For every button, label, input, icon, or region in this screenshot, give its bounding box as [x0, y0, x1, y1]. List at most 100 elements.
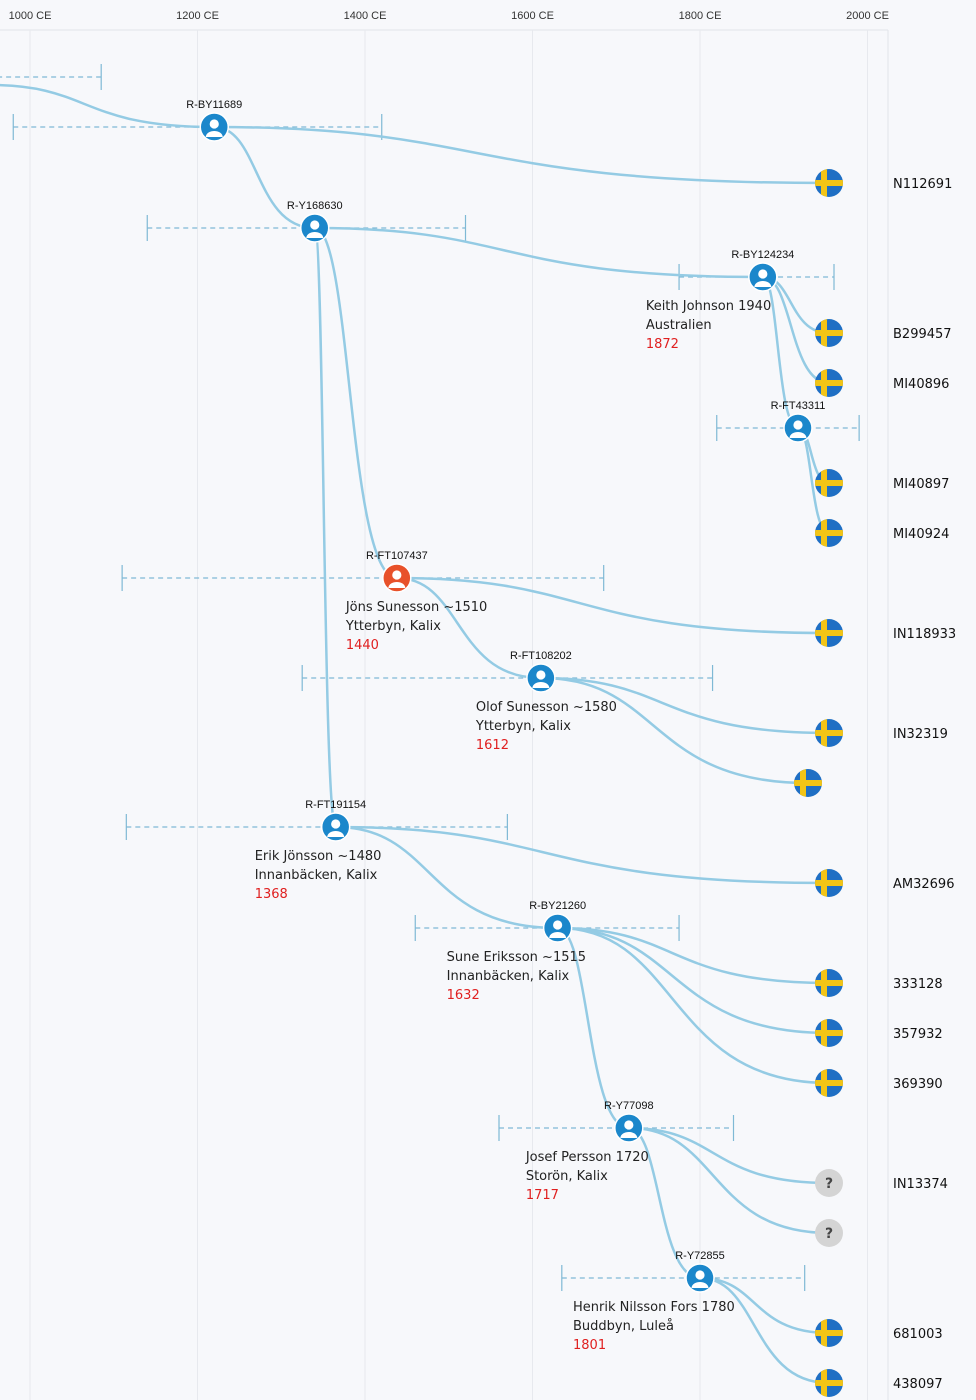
haplogroup-node[interactable]: R-BY21260 Sune Eriksson ~1515 Innanbäcken,… [447, 900, 586, 1003]
confidence-interval [561, 1265, 806, 1291]
tree-edge [313, 226, 337, 829]
haplogroup-label: R-BY21260 [529, 900, 586, 912]
sample-leaf[interactable]: IN32319 [814, 718, 948, 748]
person-icon [789, 420, 807, 438]
sample-leaf[interactable]: ? IN13374 [815, 1169, 948, 1197]
tree-edge [557, 926, 830, 1085]
svg-text:?: ? [825, 1176, 833, 1192]
person-info: Henrik Nilsson Fors 1780 Buddbyn, Luleå 18… [573, 1300, 735, 1353]
confidence-interval [125, 814, 508, 840]
sample-leaf[interactable]: 357932 [814, 1018, 943, 1048]
sweden-flag-icon[interactable] [814, 1318, 844, 1348]
person-location: Innanbäcken, Kalix [447, 969, 570, 984]
axis-tick-label: 1800 CE [679, 10, 722, 22]
person-icon [691, 1270, 709, 1288]
timeline-axis: 1000 CE 1200 CE 1400 CE 1600 CE 1800 CE 2000 … [9, 10, 889, 22]
tree-edge [335, 825, 558, 930]
sample-leaf[interactable]: 681003 [814, 1318, 943, 1348]
sweden-flag-icon[interactable] [814, 368, 844, 398]
axis-tick-label: 1400 CE [344, 10, 387, 22]
haplogroup-label: R-BY124234 [731, 249, 794, 261]
sweden-flag-icon[interactable] [814, 468, 844, 498]
sample-id-label: AM32696 [893, 877, 954, 892]
axis-tick-label: 1000 CE [9, 10, 52, 22]
person-year: 1872 [646, 337, 679, 352]
sweden-flag-icon[interactable] [814, 1068, 844, 1098]
unknown-origin-icon[interactable]: ? [815, 1219, 843, 1247]
sample-id-label: 357932 [893, 1027, 943, 1042]
person-location: Ytterbyn, Kalix [345, 619, 441, 634]
sample-leaf[interactable]: MI40924 [814, 518, 949, 548]
person-icon [754, 269, 772, 287]
sample-leaf[interactable]: B299457 [814, 318, 952, 348]
tree-edge [699, 1276, 830, 1385]
sample-leaf[interactable] [793, 768, 823, 798]
haplogroup-nodes: R-BY11689 R-Y168630 R-BY124234 Keith Johnso… [186, 99, 825, 1353]
haplogroup-node[interactable]: R-Y168630 [287, 200, 343, 243]
sample-leaf[interactable]: IN118933 [814, 618, 956, 648]
haplogroup-node[interactable]: R-Y77098 Josef Persson 1720 Storön, Kalix 1… [525, 1100, 654, 1203]
person-name: Keith Johnson 1940 [646, 299, 771, 314]
sample-id-label: IN13374 [893, 1177, 948, 1192]
sweden-flag-icon[interactable] [793, 768, 823, 798]
haplogroup-node[interactable]: R-FT108202 Olof Sunesson ~1580 Ytterbyn, K… [475, 650, 617, 753]
person-year: 1801 [573, 1338, 606, 1353]
tree-edge [396, 576, 830, 635]
sweden-flag-icon[interactable] [814, 168, 844, 198]
sample-leaf[interactable]: 369390 [814, 1068, 943, 1098]
haplogroup-node[interactable]: R-BY124234 Keith Johnson 1940 Australien 18… [646, 249, 795, 352]
person-info: Sune Eriksson ~1515 Innanbäcken, Kalix 163… [447, 950, 586, 1003]
sweden-flag-icon[interactable] [814, 1368, 844, 1398]
person-year: 1612 [476, 738, 509, 753]
person-name: Josef Persson 1720 [525, 1150, 649, 1165]
sample-id-label: MI40924 [893, 527, 949, 542]
confidence-interval [414, 915, 680, 941]
haplogroup-label: R-FT108202 [510, 650, 572, 662]
sample-leaf[interactable]: N112691 [814, 168, 952, 198]
person-year: 1368 [255, 887, 288, 902]
sweden-flag-icon[interactable] [814, 968, 844, 998]
tree-edge [540, 676, 830, 735]
sweden-flag-icon[interactable] [814, 868, 844, 898]
sweden-flag-icon[interactable] [814, 718, 844, 748]
unknown-origin-icon[interactable]: ? [815, 1169, 843, 1197]
svg-text:?: ? [825, 1226, 833, 1242]
haplogroup-label: R-FT43311 [771, 400, 826, 412]
tree-edges [0, 83, 830, 1385]
haplogroup-node[interactable]: R-FT107437 Jöns Sunesson ~1510 Ytterbyn, K… [345, 550, 488, 653]
sweden-flag-icon[interactable] [814, 1018, 844, 1048]
sample-leaf[interactable]: 333128 [814, 968, 943, 998]
sweden-flag-icon[interactable] [814, 618, 844, 648]
timeline-grid [0, 29, 889, 1400]
haplogroup-node[interactable]: R-BY11689 [186, 99, 242, 142]
person-location: Ytterbyn, Kalix [475, 719, 571, 734]
person-info: Keith Johnson 1940 Australien 1872 [646, 299, 771, 352]
tree-edge [314, 226, 763, 279]
sweden-flag-icon[interactable] [814, 518, 844, 548]
sample-leaves: N112691 B299457 MI40896 MI40897 MI40924 IN118… [793, 168, 956, 1398]
sample-leaf[interactable]: MI40896 [814, 368, 949, 398]
haplogroup-node[interactable]: R-Y72855 Henrik Nilsson Fors 1780 Buddbyn,… [573, 1250, 735, 1353]
sample-id-label: 681003 [893, 1327, 943, 1342]
person-location: Australien [646, 318, 712, 333]
person-year: 1717 [526, 1188, 559, 1203]
tree-edge [557, 926, 830, 1035]
sample-id-label: MI40897 [893, 477, 949, 492]
person-info: Olof Sunesson ~1580 Ytterbyn, Kalix 1612 [475, 700, 617, 753]
haplogroup-label: R-Y77098 [604, 1100, 654, 1112]
sample-leaf[interactable]: AM32696 [814, 868, 954, 898]
sample-id-label: B299457 [893, 327, 952, 342]
haplogroup-node[interactable]: R-FT191154 Erik Jönsson ~1480 Innanbäcken,… [255, 799, 382, 902]
sample-leaf[interactable]: ? [815, 1219, 843, 1247]
root-confidence-interval [0, 64, 102, 90]
confidence-interval [716, 415, 860, 441]
sweden-flag-icon[interactable] [814, 318, 844, 348]
person-icon [388, 570, 406, 588]
haplogroup-label: R-FT191154 [305, 799, 366, 811]
person-location: Buddbyn, Luleå [573, 1319, 674, 1334]
sample-leaf[interactable]: 438097 [814, 1368, 943, 1398]
axis-tick-label: 2000 CE [846, 10, 889, 22]
sample-leaf[interactable]: MI40897 [814, 468, 949, 498]
haplogroup-node[interactable]: R-FT43311 [771, 400, 826, 443]
